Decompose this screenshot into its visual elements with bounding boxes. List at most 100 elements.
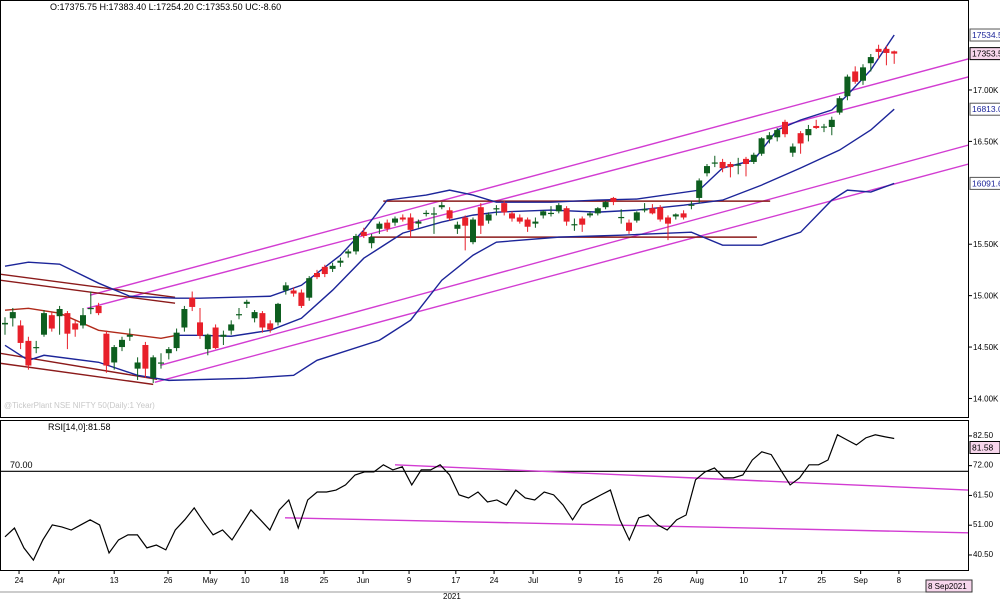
candle — [711, 155, 718, 168]
candle — [415, 219, 422, 228]
date-tick-label: 17 — [451, 576, 460, 585]
candle-body — [821, 126, 827, 128]
candle-body — [212, 327, 219, 349]
candle — [704, 164, 710, 177]
bollinger-lower-band — [4, 182, 895, 382]
candle-body — [672, 214, 679, 217]
candle-body — [197, 322, 203, 336]
candle — [743, 156, 749, 177]
support-trendline — [1, 362, 154, 386]
candle-body — [860, 67, 866, 81]
candle-body — [275, 303, 281, 323]
candle — [860, 64, 866, 85]
middle-band-marker-label: 16813.0 — [972, 104, 1000, 114]
candle — [376, 221, 383, 234]
candle — [399, 214, 406, 222]
candle — [696, 178, 703, 204]
candle — [540, 210, 547, 219]
candle-body — [719, 161, 726, 169]
candle-body — [423, 212, 430, 215]
candle-body — [165, 349, 172, 354]
candle-body — [407, 217, 414, 230]
price-panel-frame — [0, 0, 969, 418]
candle — [446, 207, 453, 221]
candle — [516, 214, 523, 224]
candle — [462, 215, 469, 251]
candle-body — [579, 218, 586, 225]
candle — [828, 116, 835, 136]
rsi-tick-label: 72.00 — [973, 461, 994, 470]
candle — [571, 218, 578, 231]
candle — [633, 211, 640, 223]
candle — [25, 336, 32, 370]
upper-band-marker-box — [969, 28, 1000, 42]
candle — [852, 66, 859, 84]
candle-body — [415, 221, 422, 224]
candle-body — [392, 218, 398, 223]
candle — [142, 341, 149, 378]
candle — [275, 302, 281, 326]
candle-body — [306, 278, 313, 298]
candle-body — [337, 260, 344, 263]
candle-body — [688, 204, 695, 206]
candle — [236, 307, 242, 320]
last-price-marker-label: 17353.5 — [972, 49, 1000, 59]
candle — [797, 131, 804, 154]
date-tick-label: 9 — [407, 576, 412, 585]
candle — [548, 206, 554, 217]
candle-body — [797, 133, 804, 144]
candle — [836, 96, 843, 115]
candle-body — [524, 219, 531, 227]
candle-body — [17, 325, 24, 343]
last-price-marker-box — [969, 47, 1000, 61]
date-tick-label: 10 — [241, 576, 250, 585]
candle-body — [360, 231, 367, 236]
current-date-box — [925, 579, 973, 593]
candle-body — [173, 332, 180, 349]
candle-body — [220, 334, 227, 337]
candle-body — [126, 334, 133, 337]
candle — [867, 53, 874, 72]
candle — [321, 264, 328, 278]
candle-body — [9, 312, 16, 319]
rsi-tick-label: 61.50 — [973, 490, 994, 499]
candle — [41, 310, 47, 337]
candle-body — [828, 119, 835, 127]
date-tick-label: Jun — [357, 576, 370, 585]
candle-body — [485, 214, 492, 221]
candle — [485, 212, 492, 224]
candle-body — [33, 347, 40, 349]
candle-body — [267, 323, 274, 330]
ohlc-readout: O:17375.75 H:17383.40 L:17254.20 C:17353… — [50, 2, 281, 12]
date-tick-label: Apr — [53, 576, 66, 585]
candle — [774, 128, 781, 142]
candle — [181, 305, 188, 332]
channel-trendline — [160, 144, 968, 367]
channel-trendline — [89, 58, 968, 296]
candle — [197, 307, 203, 339]
candle — [407, 213, 414, 239]
candle — [290, 287, 297, 297]
candle — [189, 291, 196, 312]
candle-body — [103, 333, 110, 366]
candle — [212, 324, 219, 350]
candle — [150, 355, 157, 384]
lower-band-marker-label: 16091.6 — [972, 178, 1000, 188]
candle — [758, 137, 765, 156]
candle — [594, 207, 601, 216]
candle — [493, 205, 500, 216]
candle-body — [875, 48, 882, 52]
candle — [259, 311, 266, 333]
candle-body — [852, 71, 859, 82]
candle-body — [111, 347, 118, 363]
candle — [563, 206, 570, 226]
candle-body — [867, 57, 874, 64]
candle-body — [711, 162, 718, 164]
candle-body — [298, 292, 305, 306]
candle — [501, 201, 508, 216]
candle — [641, 203, 648, 213]
candle-body — [41, 313, 47, 335]
candle — [119, 336, 125, 352]
candle — [314, 269, 320, 280]
